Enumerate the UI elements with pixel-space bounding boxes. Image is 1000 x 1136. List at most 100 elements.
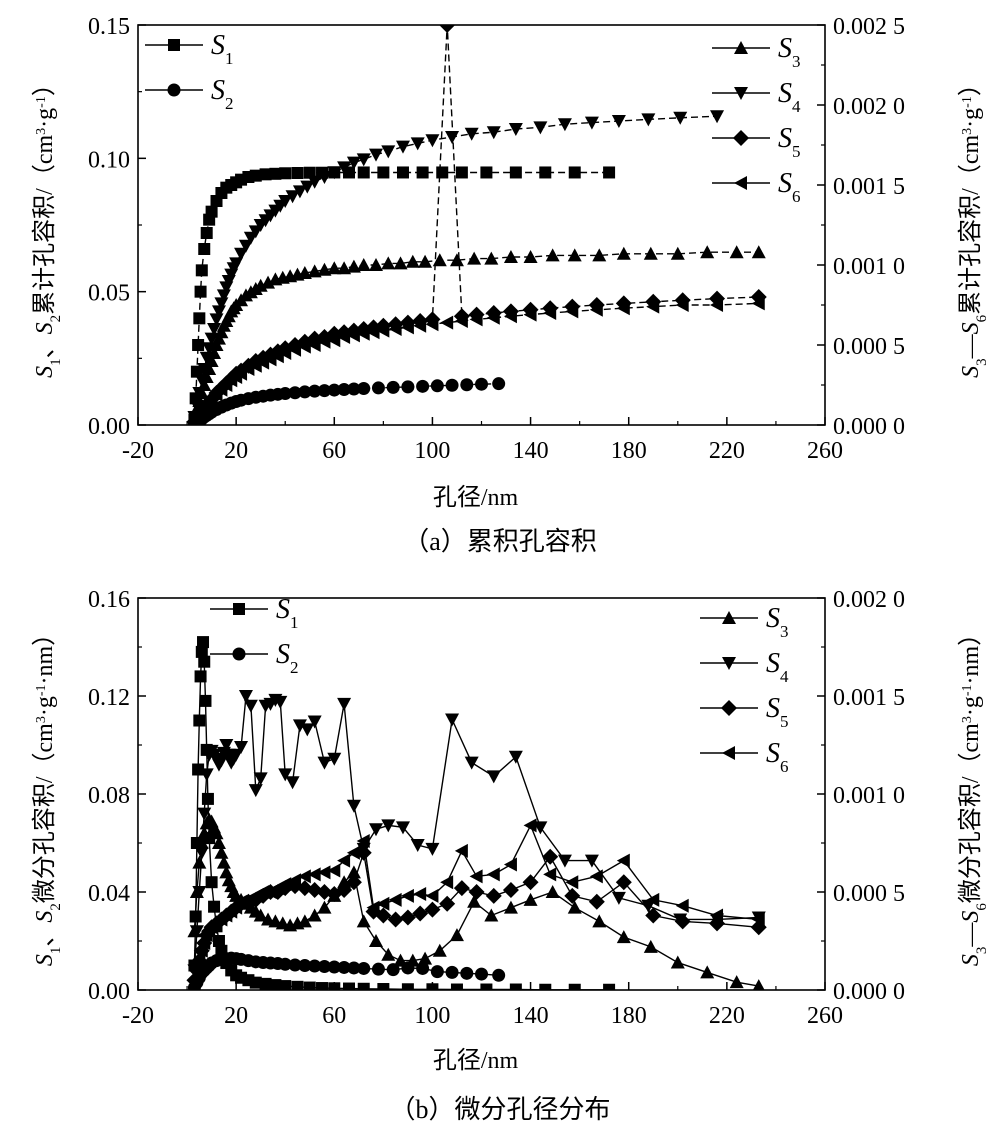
data-point-S4: [192, 886, 207, 899]
data-point-S4: [395, 140, 410, 154]
data-point-S1: [303, 981, 316, 990]
y-left-tick-label: 0.16: [88, 587, 130, 613]
data-point-S6: [337, 330, 351, 344]
data-point-S5: [522, 874, 539, 891]
chart_data.1.ylabel_right-part: 3: [960, 716, 975, 723]
data-point-S6: [278, 877, 292, 892]
data-point-S6: [413, 318, 427, 333]
y-right-tick-label: 0.001 5: [833, 174, 905, 200]
y-left-tick-label: 0.10: [88, 147, 130, 173]
data-point-S4: [243, 699, 258, 713]
data-point-S6: [469, 312, 483, 327]
data-point-S3: [503, 900, 518, 914]
data-point-S3: [405, 953, 420, 967]
data-point-S4: [486, 126, 501, 140]
panel-b: -20 20 60 100 140 180 220 260 0.00 0.04 0.08 0.12 0.…: [31, 587, 990, 1124]
data-point-S3: [592, 914, 607, 928]
legend-subscript: 5: [780, 712, 789, 731]
data-point-S3: [297, 266, 312, 279]
data-point-S4: [234, 740, 249, 754]
data-point-S1: [291, 980, 304, 990]
legend-marker: [734, 41, 748, 54]
data-point-S4: [238, 690, 253, 703]
legend-symbol: S: [766, 693, 780, 724]
data-point-S6: [543, 306, 557, 320]
data-point-S2: [347, 382, 361, 396]
legend-subscript: 3: [792, 52, 801, 71]
data-point-S1: [303, 166, 316, 179]
data-point-S1: [291, 167, 304, 179]
data-point-S2: [278, 387, 292, 401]
data-point-S6: [503, 309, 517, 324]
data-point-S3: [700, 245, 715, 259]
data-point-S4: [533, 821, 548, 835]
data-point-S3: [209, 826, 224, 840]
legend-subscript: 4: [792, 97, 801, 116]
data-point-S4: [557, 854, 572, 868]
legend-marker: [721, 700, 737, 716]
data-point-S4: [209, 313, 224, 327]
data-point-S4: [194, 846, 209, 860]
data-point-S3: [337, 875, 352, 889]
legend-label: S6: [766, 738, 789, 776]
data-point-S6: [710, 908, 724, 923]
data-point-S6: [297, 339, 311, 354]
x-tick-label: 100: [414, 1003, 450, 1029]
data-point-S5: [485, 887, 502, 904]
data-point-S6: [454, 314, 468, 328]
data-point-S3: [337, 261, 352, 275]
data-point-S4: [273, 695, 288, 709]
data-point-S4: [285, 776, 300, 790]
data-point-S6: [486, 310, 500, 325]
data-point-S1: [426, 983, 439, 990]
data-point-S1: [603, 983, 616, 990]
chart_data.0.ylabel_right-part: —: [958, 333, 984, 359]
data-point-S5: [542, 848, 559, 865]
data-point-S3: [327, 261, 342, 275]
legend-item-S3: S3: [712, 33, 801, 71]
data-point-S1: [199, 694, 212, 707]
chart_data.1.ylabel_left-part: S: [32, 911, 58, 923]
chart_data.1.ylabel_left-part: 2: [48, 903, 64, 911]
series-S6: [187, 818, 765, 988]
x-tick-label: 100: [414, 438, 450, 464]
data-point-S4: [584, 854, 599, 868]
data-point-S4: [219, 739, 234, 752]
data-point-S1: [568, 166, 581, 179]
data-point-S1: [509, 166, 522, 179]
data-point-S4: [381, 819, 396, 833]
data-point-S1: [249, 976, 262, 989]
data-point-S2: [308, 384, 322, 398]
legend-item-S1: S1: [210, 594, 299, 632]
series-line-S4: [193, 115, 718, 418]
legend-subscript: 2: [225, 94, 234, 113]
y-right-tick-label: 0.001 5: [833, 685, 905, 711]
data-point-S4: [425, 842, 440, 856]
data-point-S4: [189, 925, 204, 939]
chart_data.0.ylabel_right-part: 6: [974, 314, 990, 322]
data-point-S6: [346, 845, 360, 860]
data-point-S4: [381, 145, 396, 159]
chart_data.0.ylabel_right-part: 3: [974, 358, 990, 366]
data-point-S1: [205, 205, 218, 218]
legend-subscript: 1: [290, 613, 299, 632]
data-point-S3: [346, 259, 361, 273]
data-point-S6: [189, 963, 203, 978]
chart_data.0.ylabel_right-part: S: [958, 366, 984, 378]
data-point-S3: [356, 914, 371, 928]
legend-subscript: 1: [225, 49, 234, 68]
chart_data.0.ylabel_left-part: S: [32, 366, 58, 378]
data-point-S4: [327, 752, 342, 766]
data-point-S1: [357, 166, 370, 179]
legend-label: S1: [211, 30, 234, 68]
legend-marker: [232, 647, 246, 661]
data-point-S2: [386, 380, 400, 394]
data-point-S2: [298, 385, 312, 399]
chart_data.1.ylabel_right-part: -1: [960, 685, 975, 697]
x-axis-label: 孔径/nm: [433, 484, 519, 511]
chart_data.1.ylabel_left-part: 1: [48, 947, 64, 955]
y-left-axis-label: S1、S2微分孔容积/（cm3·g-1·nm）: [31, 622, 64, 966]
data-point-S3: [700, 965, 715, 979]
panel-caption: （a）累积孔容积: [403, 527, 597, 556]
data-point-S6: [675, 898, 689, 913]
